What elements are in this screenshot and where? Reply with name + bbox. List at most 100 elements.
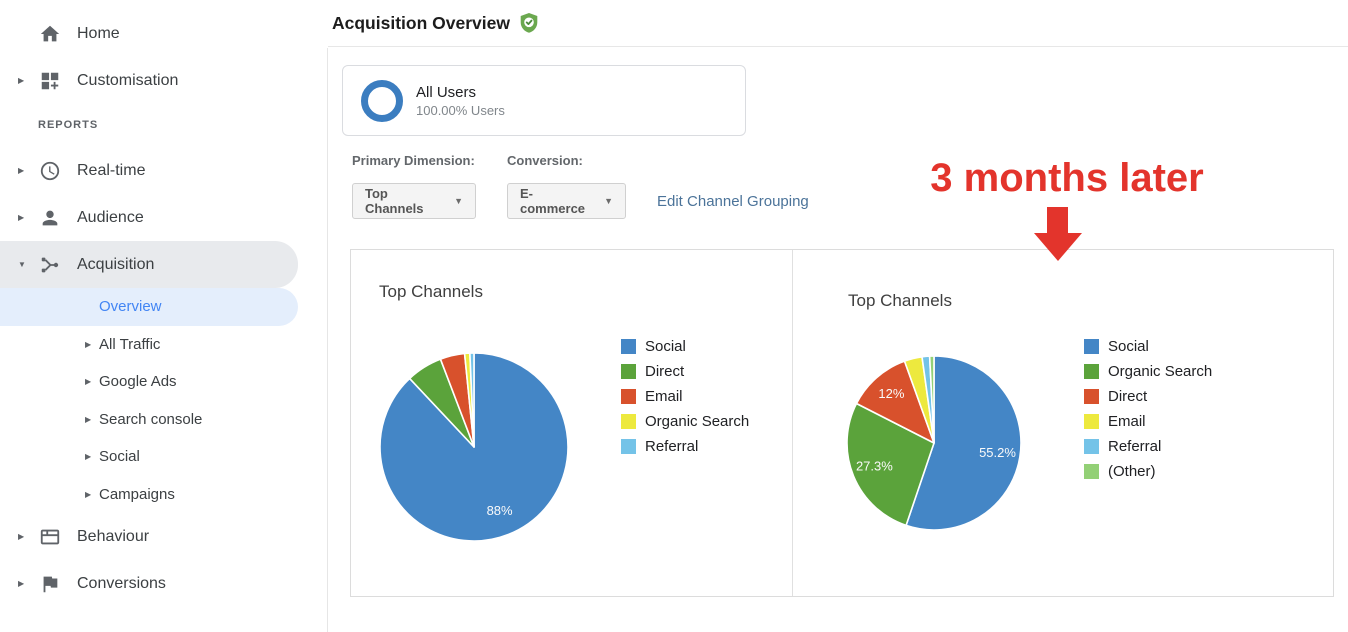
- legend-left: Social Direct Email Organic Search Referral: [621, 338, 749, 463]
- segment-ring-icon: [361, 79, 403, 122]
- page-header: Acquisition Overview: [328, 0, 1348, 47]
- pie-chart-left[interactable]: 88%: [378, 351, 570, 543]
- customisation-icon: [38, 69, 62, 93]
- sidebar-item-label: Overview: [99, 298, 162, 316]
- legend-swatch: [621, 364, 636, 379]
- pie-slice-label: 88%: [487, 503, 513, 518]
- charts-panel: Top Channels 88% Social Direct Email Organi…: [350, 249, 1334, 597]
- pie-slice-other[interactable]: [928, 355, 935, 444]
- sidebar-item-real-time[interactable]: ▶ Real-time: [0, 147, 298, 194]
- chevron-collapsed-icon[interactable]: ▶: [18, 579, 25, 588]
- legend-swatch: [1084, 339, 1099, 354]
- chevron-collapsed-icon[interactable]: ▶: [85, 452, 92, 462]
- segment-title: All Users: [416, 83, 477, 101]
- chevron-collapsed-icon[interactable]: ▶: [18, 76, 25, 85]
- pie-slice-direct[interactable]: [855, 360, 935, 444]
- sidebar-item-audience[interactable]: ▶ Audience: [0, 194, 298, 241]
- sidebar-item-conversions[interactable]: ▶ Conversions: [0, 560, 298, 607]
- legend-label: Social: [645, 338, 686, 355]
- sidebar-item-label: Search console: [99, 410, 203, 428]
- legend-item-social: Social: [1084, 338, 1212, 355]
- sidebar-item-acquisition[interactable]: ▼ Acquisition: [0, 241, 298, 288]
- sidebar-item-google-ads[interactable]: ▶ Google Ads: [0, 363, 298, 401]
- legend-label: Organic Search: [645, 413, 750, 430]
- sidebar-item-search-console[interactable]: ▶ Search console: [0, 401, 298, 439]
- chevron-collapsed-icon[interactable]: ▶: [85, 377, 92, 387]
- sidebar-item-home[interactable]: Home: [0, 10, 298, 57]
- chevron-expanded-icon[interactable]: ▼: [18, 260, 26, 269]
- legend-item-referral: Referral: [621, 438, 749, 455]
- chevron-collapsed-icon[interactable]: ▶: [18, 166, 25, 175]
- sidebar: Home ▶ Customisation REPORTS ▶ Real-time ▶ Audi…: [0, 0, 327, 632]
- legend-swatch: [621, 439, 636, 454]
- legend-right: Social Organic Search Direct Email Referral (…: [1084, 338, 1212, 488]
- legend-item-direct: Direct: [621, 363, 749, 380]
- segment-subtitle: 100.00% Users: [416, 102, 505, 118]
- acquisition-icon: [38, 253, 62, 277]
- chevron-collapsed-icon[interactable]: ▶: [18, 213, 25, 222]
- sidebar-item-campaigns[interactable]: ▶ Campaigns: [0, 476, 298, 514]
- legend-item-referral: Referral: [1084, 438, 1212, 455]
- primary-dimension-value: Top Channels: [365, 186, 424, 216]
- legend-swatch: [621, 414, 636, 429]
- legend-swatch: [1084, 364, 1099, 379]
- segment-card-all-users[interactable]: All Users 100.00% Users: [342, 65, 746, 136]
- sidebar-item-label: Google Ads: [99, 373, 177, 391]
- conversions-flag-icon: [38, 572, 62, 596]
- legend-item-direct: Direct: [1084, 388, 1212, 405]
- sidebar-item-customisation[interactable]: ▶ Customisation: [0, 57, 298, 104]
- page-title: Acquisition Overview: [332, 12, 510, 33]
- chevron-collapsed-icon[interactable]: ▶: [85, 414, 92, 424]
- legend-label: Direct: [645, 363, 685, 380]
- legend-label: Email: [1108, 413, 1146, 430]
- legend-swatch: [621, 389, 636, 404]
- legend-label: (Other): [1108, 463, 1156, 480]
- legend-item-social: Social: [621, 338, 749, 355]
- pie-slice-organic-search[interactable]: [846, 402, 935, 527]
- legend-swatch: [1084, 439, 1099, 454]
- chevron-down-icon: ▼: [454, 196, 463, 206]
- sidebar-item-social[interactable]: ▶ Social: [0, 438, 298, 476]
- sidebar-item-label: Social: [99, 448, 140, 466]
- main-content: Acquisition Overview All Users 100.00% U…: [327, 0, 1348, 632]
- home-icon: [38, 22, 62, 46]
- content-left-border: [327, 48, 328, 632]
- legend-item-email: Email: [621, 388, 749, 405]
- sidebar-item-label: Home: [77, 24, 120, 42]
- legend-label: Referral: [645, 438, 699, 455]
- sidebar-section-label: REPORTS: [38, 119, 99, 131]
- legend-item-email: Email: [1084, 413, 1212, 430]
- realtime-clock-icon: [38, 159, 62, 183]
- sidebar-item-behaviour[interactable]: ▶ Behaviour: [0, 513, 298, 560]
- sidebar-item-label: Customisation: [77, 71, 179, 89]
- chevron-collapsed-icon[interactable]: ▶: [18, 532, 25, 541]
- audience-person-icon: [38, 206, 62, 230]
- pie-chart-right[interactable]: 55.2% 27.3% 12%: [845, 354, 1023, 532]
- down-arrow-icon: [1047, 207, 1068, 234]
- down-arrow-icon: [1034, 233, 1082, 261]
- conversion-dropdown[interactable]: E-commerce ▼: [507, 183, 626, 219]
- conversion-value: E-commerce: [520, 186, 586, 216]
- verified-shield-icon: [519, 12, 539, 34]
- sidebar-item-label: Audience: [77, 208, 144, 226]
- chevron-collapsed-icon[interactable]: ▶: [85, 489, 92, 499]
- pie-slice-referral[interactable]: [469, 352, 475, 448]
- primary-dimension-label: Primary Dimension:: [352, 153, 475, 168]
- legend-label: Email: [645, 388, 683, 405]
- legend-label: Organic Search: [1108, 363, 1213, 380]
- pie-slice-label: 27.3%: [856, 459, 893, 474]
- edit-channel-grouping-link[interactable]: Edit Channel Grouping: [657, 193, 809, 210]
- legend-swatch: [1084, 464, 1099, 479]
- chart-title-right: Top Channels: [848, 291, 952, 310]
- sidebar-item-all-traffic[interactable]: ▶ All Traffic: [0, 326, 298, 364]
- panel-divider: [792, 250, 793, 596]
- sidebar-item-label: Conversions: [77, 574, 166, 592]
- chevron-down-icon: ▼: [604, 196, 613, 206]
- conversion-label: Conversion:: [507, 153, 583, 168]
- legend-swatch: [1084, 414, 1099, 429]
- sidebar-item-overview[interactable]: Overview: [0, 288, 298, 326]
- sidebar-item-label: Real-time: [77, 161, 146, 179]
- chevron-collapsed-icon[interactable]: ▶: [85, 339, 92, 349]
- legend-label: Direct: [1108, 388, 1148, 405]
- primary-dimension-dropdown[interactable]: Top Channels ▼: [352, 183, 476, 219]
